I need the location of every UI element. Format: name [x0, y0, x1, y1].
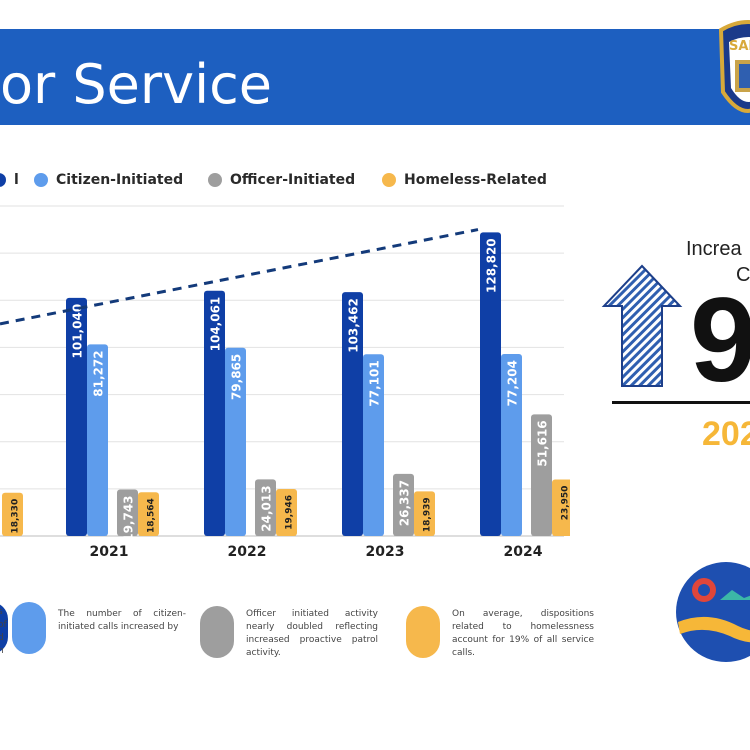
- bar-value-label: 19,946: [285, 495, 295, 530]
- legend-dot: [34, 173, 48, 187]
- increase-percent: 9: [690, 273, 750, 407]
- bar-2024-2: [531, 414, 552, 536]
- bar-2022-1: [225, 347, 246, 536]
- bar-value-label: 77,204: [506, 360, 520, 406]
- bar-value-label: 104,061: [209, 297, 223, 352]
- bar-2024-1: [501, 354, 522, 536]
- chart-legend: l Citizen-Initiated Officer-Initiated Ho…: [0, 169, 560, 191]
- bar-value-label: 18,330: [11, 499, 21, 534]
- header-bar: [0, 29, 750, 125]
- police-badge-icon: SAN: [718, 20, 750, 113]
- bar-2021-1: [87, 344, 108, 536]
- legend-label: Homeless-Related: [404, 172, 547, 188]
- bar-2021-2: [117, 489, 138, 536]
- bar-2021-0: [66, 297, 87, 536]
- x-tick-label: 2024: [504, 544, 543, 560]
- bar-2023-0: [342, 292, 363, 536]
- up-arrow-icon: [601, 264, 683, 387]
- legend-dot: [382, 173, 396, 187]
- bar-value-label: 23,950: [561, 486, 571, 521]
- callout-text: Officer initiated activity nearly double…: [246, 609, 378, 658]
- bar-value-label: 24,013: [260, 485, 274, 531]
- bar-value-label: 103,462: [347, 298, 361, 353]
- increase-subheading: C: [736, 264, 750, 286]
- bar-prev-3: [2, 492, 23, 536]
- bar-value-label: 79,865: [230, 354, 244, 400]
- bar-value-label: 128,820: [485, 238, 499, 293]
- bar-2023-1: [363, 354, 384, 536]
- callout-pill: [406, 606, 440, 658]
- bar-value-label: 101,040: [71, 304, 85, 359]
- legend-label: Officer-Initiated: [230, 172, 356, 188]
- bar-2022-2: [255, 479, 276, 536]
- bar-value-label: 19,743: [122, 495, 136, 541]
- bar-chart: 18,330 101,040 81,272 19,743 18,564 2021 104,0…: [0, 205, 571, 560]
- legend-dot: [208, 173, 222, 187]
- callout-pill: [12, 602, 46, 654]
- x-tick-label: 2022: [228, 544, 267, 560]
- bar-2022-3: [276, 488, 297, 536]
- legend-item-total: l: [0, 169, 19, 191]
- callout-text: The number of citizen-initiated calls in…: [58, 609, 186, 632]
- trend-line: [0, 228, 479, 326]
- bar-2023-3: [414, 491, 435, 536]
- bar-2022-0: [204, 290, 225, 536]
- legend-item-homeless: Homeless-Related: [382, 169, 547, 191]
- bar-2024-3: [552, 479, 570, 536]
- legend-label: l: [14, 172, 19, 188]
- legend-label: Citizen-Initiated: [56, 172, 184, 188]
- page-title: or Service: [0, 53, 272, 116]
- comparison-year: 202: [702, 415, 750, 453]
- bar-value-label: 18,939: [423, 497, 433, 532]
- callout-pill: [0, 602, 8, 654]
- bar-value-label: 81,272: [92, 350, 106, 396]
- city-logo-icon: [676, 562, 750, 662]
- increase-heading: Increa: [686, 238, 742, 260]
- bar-2023-2: [393, 473, 414, 536]
- bar-value-label: 51,616: [536, 420, 550, 466]
- legend-item-officer: Officer-Initiated: [208, 169, 355, 191]
- callout-text: s of d n: [0, 607, 7, 656]
- bar-value-label: 18,564: [147, 498, 157, 533]
- bar-2021-3: [138, 492, 159, 536]
- x-tick-label: 2023: [366, 544, 405, 560]
- callout-pill: [200, 606, 234, 658]
- divider: [612, 401, 750, 404]
- badge-text: SAN: [729, 39, 750, 54]
- legend-dot: [0, 173, 6, 187]
- legend-item-citizen: Citizen-Initiated: [34, 169, 183, 191]
- bar-value-label: 77,101: [368, 360, 382, 406]
- bar-value-label: 26,337: [398, 480, 412, 526]
- callout-text: On average, dispositions related to home…: [452, 609, 594, 658]
- x-tick-label: 2021: [90, 544, 129, 560]
- bar-2024-0: [480, 232, 501, 537]
